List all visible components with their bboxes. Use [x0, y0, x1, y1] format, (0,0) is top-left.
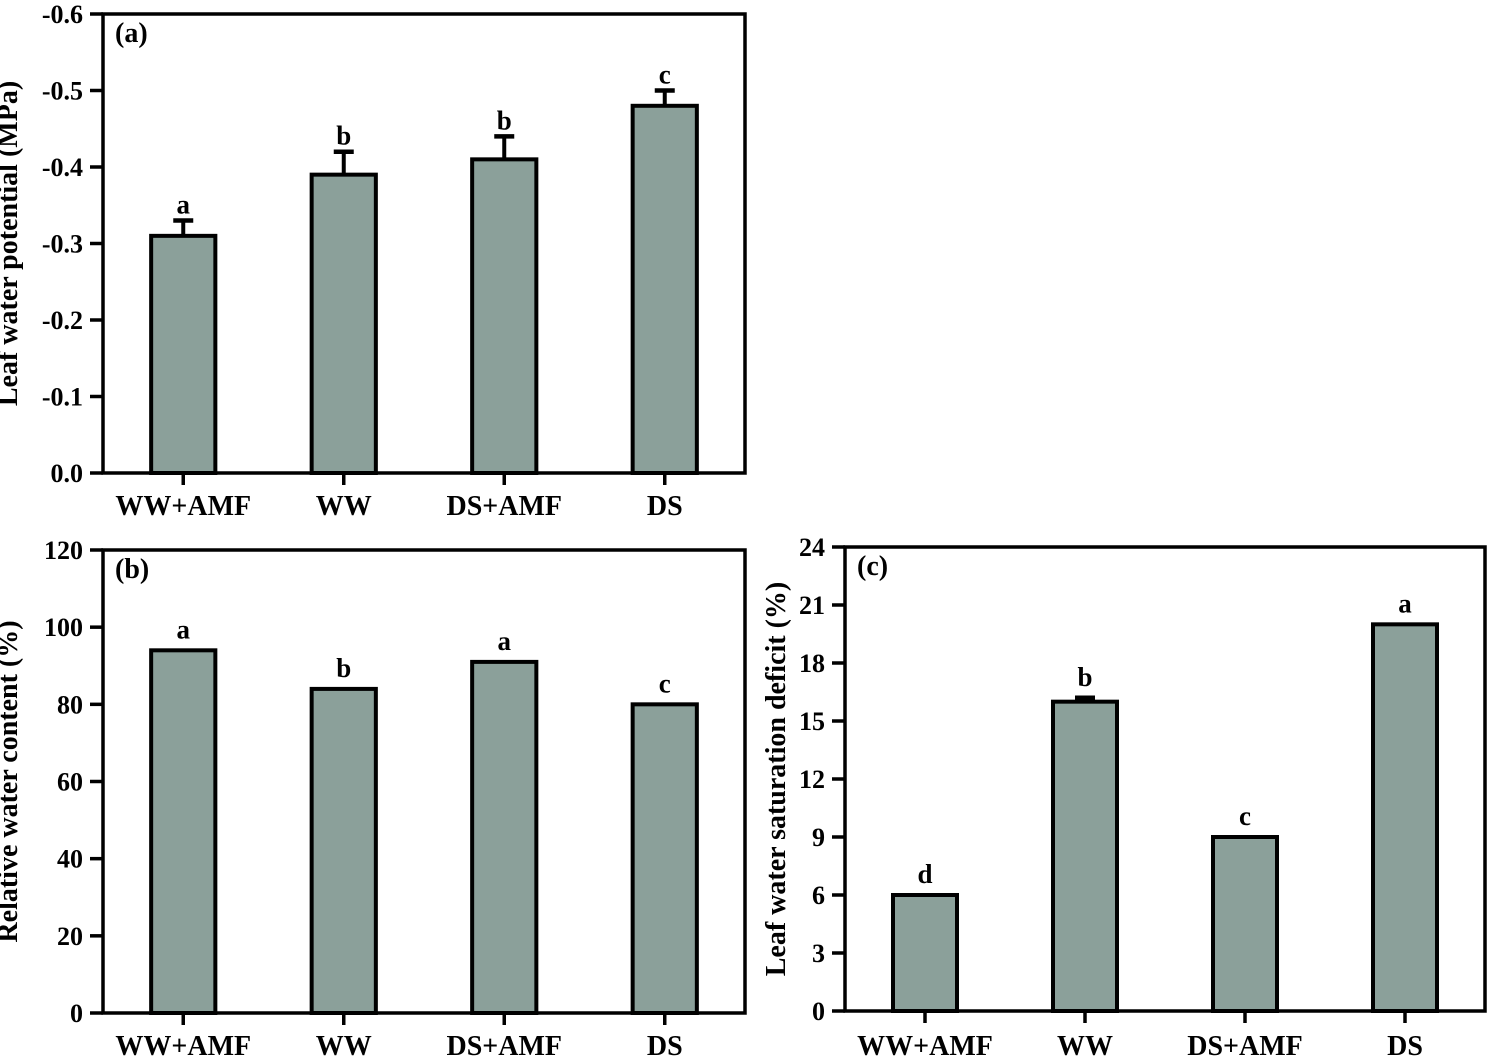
bar-DS — [630, 702, 699, 1015]
y-tick-label: 6 — [812, 881, 825, 910]
y-tick-label: -0.6 — [42, 0, 83, 29]
y-axis-title: Relative water content (%) — [0, 620, 24, 942]
x-category-label: DS+AMF — [1187, 1031, 1303, 1059]
y-tick-label: 120 — [44, 536, 83, 565]
significance-letter: a — [177, 614, 191, 644]
bar-WW+AMF — [891, 893, 959, 1013]
y-tick-label: 80 — [57, 690, 83, 719]
y-tick-label: -0.3 — [42, 230, 83, 259]
bar-DS+AMF — [1211, 835, 1279, 1013]
x-category-label: DS+AMF — [447, 1031, 563, 1059]
y-tick-label: 0 — [70, 999, 83, 1028]
bar-DS — [1371, 622, 1439, 1013]
significance-letter: d — [917, 859, 932, 889]
panel-label: (b) — [115, 554, 149, 585]
y-tick-label: 100 — [44, 613, 83, 642]
bar-DS — [630, 103, 699, 476]
significance-letter: b — [336, 653, 351, 683]
x-category-label: WW — [316, 491, 372, 522]
x-category-label: WW+AMF — [857, 1031, 993, 1059]
y-tick-label: 15 — [799, 707, 825, 736]
significance-letter: a — [1398, 588, 1412, 618]
bar-DS+AMF — [470, 157, 539, 475]
x-category-label: DS — [1387, 1031, 1423, 1059]
significance-letter: c — [659, 60, 671, 90]
y-tick-label: 40 — [57, 845, 83, 874]
y-axis-title: Leaf water potential (MPa) — [0, 81, 24, 406]
significance-letter: a — [177, 190, 191, 220]
y-tick-label: 3 — [812, 939, 825, 968]
y-tick-label: 9 — [812, 823, 825, 852]
panel-a-leaf-water-potential-chart: 0.0 -0.1 -0.2 -0.3 -0.4 -0.5 -0.6 Leaf water po… — [0, 0, 747, 522]
bar-WW+AMF — [149, 233, 218, 475]
bar-WW — [309, 172, 378, 475]
y-tick-label: 0 — [812, 997, 825, 1026]
bar-WW — [1051, 699, 1119, 1014]
y-tick-label: -0.5 — [42, 77, 83, 106]
y-tick-label: 18 — [799, 649, 825, 678]
y-tick-label: 0.0 — [51, 459, 84, 488]
significance-letter: b — [1077, 662, 1092, 692]
x-category-label: DS+AMF — [447, 491, 563, 522]
y-tick-label: 20 — [57, 922, 83, 951]
bar-WW — [309, 686, 378, 1015]
panel-label: (c) — [857, 551, 888, 582]
x-category-label: WW — [1057, 1031, 1113, 1059]
y-tick-label: 24 — [799, 533, 825, 562]
y-tick-label: -0.2 — [42, 306, 83, 335]
significance-letter: c — [659, 668, 671, 698]
x-category-label: WW+AMF — [115, 1031, 251, 1059]
x-category-label: DS — [647, 491, 683, 522]
y-tick-label: -0.4 — [42, 153, 83, 182]
x-category-label: WW — [316, 1031, 372, 1059]
bar-WW+AMF — [149, 648, 218, 1015]
y-tick-label: 12 — [799, 765, 825, 794]
x-category-label: WW+AMF — [115, 491, 251, 522]
bar-DS+AMF — [470, 659, 539, 1016]
significance-letter: a — [498, 626, 512, 656]
panel-b-relative-water-content-chart: 0 20 40 60 80 100 120 Relative water content (%… — [0, 536, 747, 1059]
panel-label: (a) — [115, 18, 148, 49]
x-category-label: DS — [647, 1031, 683, 1059]
y-tick-label: 21 — [799, 591, 825, 620]
significance-letter: c — [1239, 801, 1251, 831]
significance-letter: b — [336, 121, 351, 151]
y-tick-label: -0.1 — [42, 383, 83, 412]
y-axis-title: Leaf water saturation deficit (%) — [761, 582, 792, 977]
significance-letter: b — [497, 105, 512, 135]
y-tick-label: 60 — [57, 768, 83, 797]
